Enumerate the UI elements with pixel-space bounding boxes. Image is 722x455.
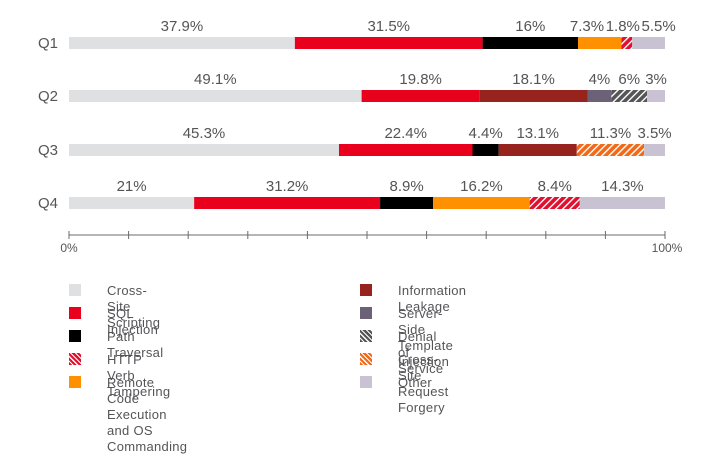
category-label-q3: Q3 <box>38 142 58 159</box>
value-labels-layer: 37.9% 31.5% 16% 7.3% 1.8% 5.5% 49.1% 19.8% 18.1%… <box>117 18 676 195</box>
bar-segment-q2-other <box>647 90 665 102</box>
x-tick-label-min: 0% <box>60 241 78 255</box>
bar-segment-q4-remote-code-execution-and-os-commanding <box>433 197 530 209</box>
bar-segment-q1-other <box>632 37 665 49</box>
data-label-q3-other: 3.5% <box>637 125 671 142</box>
bar-segment-q2-server-side-template-injection <box>587 90 612 102</box>
data-label-q3-path-traversal: 4.4% <box>469 125 503 142</box>
data-label-q4-other: 14.3% <box>601 178 644 195</box>
bar-segment-q4-cross-site-scripting <box>69 197 195 209</box>
data-label-q1-other: 5.5% <box>641 18 675 35</box>
bar-segment-q4-other <box>579 197 665 209</box>
data-label-q3-cross-site-request-forgery: 11.3% <box>590 125 631 142</box>
data-label-q1-remote-code-execution-and-os-commanding: 7.3% <box>570 18 604 35</box>
bar-segment-q3-other <box>644 144 665 156</box>
bar-segment-q1-cross-site-scripting <box>69 37 295 49</box>
x-tick-label-max: 100% <box>652 241 683 255</box>
data-label-q1-sql-injection: 31.5% <box>367 18 410 35</box>
data-label-q2-information-leakage: 18.1% <box>512 71 555 88</box>
bar-segment-q2-information-leakage <box>479 90 588 102</box>
bar-segment-q3-cross-site-scripting <box>69 144 339 156</box>
data-label-q1-cross-site-scripting: 37.9% <box>161 18 204 35</box>
data-label-q2-cross-site-scripting: 49.1% <box>194 71 237 88</box>
bar-segment-q2-cross-site-scripting <box>69 90 362 102</box>
data-label-q2-other: 3% <box>645 71 667 88</box>
bar-segment-q1-http-verb-tampering <box>621 37 633 49</box>
category-label-q4: Q4 <box>38 195 58 212</box>
stacked-bar-chart: 37.9% 31.5% 16% 7.3% 1.8% 5.5% 49.1% 19.8% 18.1%… <box>38 18 683 255</box>
data-label-q2-sql-injection: 19.8% <box>399 71 442 88</box>
data-label-q2-denial-of-service: 6% <box>618 71 640 88</box>
data-label-q3-information-leakage: 13.1% <box>516 125 559 142</box>
data-label-q2-server-side-template-injection: 4% <box>589 71 611 88</box>
data-label-q1-http-verb-tampering: 1.8% <box>606 18 640 35</box>
data-label-q4-cross-site-scripting: 21% <box>117 178 147 195</box>
x-axis: 0% 100% <box>60 231 683 255</box>
data-label-q3-sql-injection: 22.4% <box>384 125 427 142</box>
bar-segment-q4-http-verb-tampering <box>529 197 580 209</box>
data-label-q4-path-traversal: 8.9% <box>390 178 424 195</box>
bar-segment-q3-cross-site-request-forgery <box>576 144 645 156</box>
bars-layer <box>69 37 665 209</box>
category-label-q2: Q2 <box>38 88 58 105</box>
data-label-q4-remote-code-execution-and-os-commanding: 16.2% <box>460 178 503 195</box>
bar-segment-q2-sql-injection <box>361 90 480 102</box>
bar-segment-q3-sql-injection <box>338 144 473 156</box>
bar-segment-q1-sql-injection <box>294 37 483 49</box>
bar-segment-q3-path-traversal <box>472 144 499 156</box>
bar-segment-q1-remote-code-execution-and-os-commanding <box>577 37 622 49</box>
category-labels-layer: Q1 Q2 Q3 Q4 <box>38 35 58 212</box>
bar-segment-q1-path-traversal <box>482 37 578 49</box>
data-label-q4-sql-injection: 31.2% <box>266 178 309 195</box>
bar-segment-q2-denial-of-service <box>611 90 648 102</box>
data-label-q1-path-traversal: 16% <box>515 18 545 35</box>
bar-segment-q4-path-traversal <box>380 197 434 209</box>
category-label-q1: Q1 <box>38 35 58 52</box>
data-label-q3-cross-site-scripting: 45.3% <box>183 125 226 142</box>
bar-segment-q4-sql-injection <box>194 197 381 209</box>
bar-segment-q3-information-leakage <box>498 144 577 156</box>
data-label-q4-http-verb-tampering: 8.4% <box>538 178 572 195</box>
